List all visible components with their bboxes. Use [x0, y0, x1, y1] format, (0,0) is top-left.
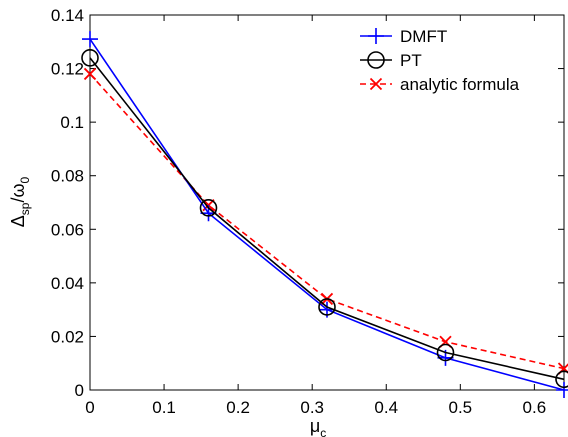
data-point-dmft [82, 31, 98, 48]
data-point-pt [199, 199, 218, 217]
legend-item-pt: PT [360, 51, 422, 70]
legend-label-pt: PT [400, 51, 422, 70]
legend-marker-dmft [368, 28, 384, 44]
series [81, 31, 568, 398]
y-tick-label: 0.06 [51, 220, 84, 239]
y-tick-label: 0 [75, 381, 84, 400]
data-point-pt [436, 343, 455, 362]
y-tick-label: 0.1 [60, 113, 84, 132]
series-line-pt [89, 57, 565, 381]
data-point-pt [318, 298, 336, 316]
x-tick-label: 0.1 [152, 398, 176, 417]
x-tick-label: 0 [85, 398, 94, 417]
legend-item-dmft: DMFT [360, 27, 447, 46]
data-point-analytic-formula [83, 67, 97, 81]
legend-label-analytic-formula: analytic formula [400, 75, 520, 94]
legend-marker-pt [367, 51, 385, 69]
legend-label-dmft: DMFT [400, 27, 447, 46]
x-tick-label: 0.4 [374, 398, 398, 417]
data-point-pt [81, 49, 99, 67]
y-tick-label: 0.04 [51, 274, 84, 293]
y-axis-label: Δsp/ω0 [8, 176, 32, 227]
legend-item-analytic-formula: analytic formula [360, 75, 520, 94]
legend: DMFT PT analytic formula [360, 27, 520, 94]
series-dmft [82, 31, 568, 398]
x-tick-label: 0.3 [300, 398, 324, 417]
series-pt [81, 49, 568, 389]
x-tick-label: 0.6 [523, 398, 547, 417]
y-tick-label: 0.08 [51, 167, 84, 186]
series-line-analytic-formula [89, 73, 565, 370]
data-point-pt [555, 370, 568, 389]
y-tick-label: 0.14 [51, 6, 84, 25]
data-point-dmft [556, 382, 568, 398]
x-axis-label: μc [310, 416, 326, 437]
y-tick-label: 0.02 [51, 327, 84, 346]
ticks: 0 0.1 0.2 0.3 0.4 0.5 0.6 0 0.02 0.04 0.06 0.08 0.1 0… [51, 6, 564, 417]
x-tick-label: 0.5 [448, 398, 472, 417]
y-tick-label: 0.12 [51, 60, 84, 79]
x-tick-label: 0.2 [226, 398, 250, 417]
legend-marker-analytic-formula [369, 77, 383, 91]
plot-area [89, 14, 565, 391]
